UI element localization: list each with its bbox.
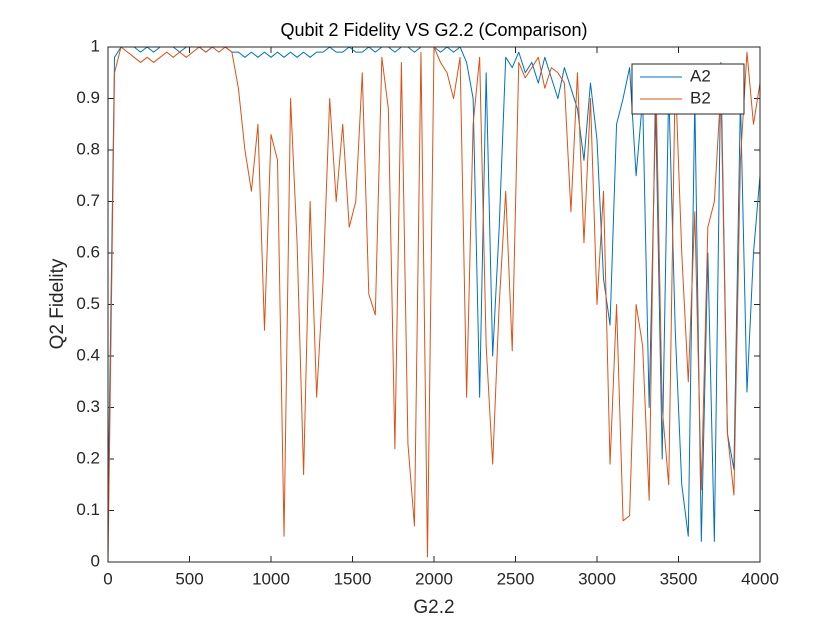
- x-tick-label: 4000: [741, 569, 779, 588]
- x-tick-label: 500: [175, 569, 203, 588]
- x-tick-label: 3500: [660, 569, 698, 588]
- y-tick-label: 0.2: [76, 448, 100, 467]
- x-axis-label: G2.2: [413, 597, 454, 618]
- y-tick-label: 0.1: [76, 500, 100, 519]
- y-tick-label: 0.9: [76, 88, 100, 107]
- x-tick-label: 0: [103, 569, 112, 588]
- y-axis-label: Q2 Fidelity: [47, 258, 68, 349]
- y-tick-label: 0.7: [76, 191, 100, 210]
- x-tick-label: 2000: [415, 569, 453, 588]
- axes-box: [107, 46, 761, 563]
- x-tick-label: 2500: [497, 569, 535, 588]
- y-tick-label: 0.5: [76, 294, 100, 313]
- x-tick-label: 3000: [578, 569, 616, 588]
- y-tick-label: 0.4: [76, 345, 100, 364]
- x-tick-label: 1500: [334, 569, 372, 588]
- chart-title: Qubit 2 Fidelity VS G2.2 (Comparison): [280, 20, 587, 40]
- legend-label: B2: [690, 88, 711, 107]
- legend-box: [631, 63, 745, 115]
- legend-label: A2: [690, 66, 711, 85]
- x-tick-label: 1000: [252, 569, 290, 588]
- y-tick-label: 0.6: [76, 242, 100, 261]
- y-tick-label: 0.3: [76, 397, 100, 416]
- y-tick-label: 0.8: [76, 139, 100, 158]
- y-tick-label: 1: [91, 36, 100, 55]
- plot-area: [108, 47, 760, 562]
- y-tick-label: 0: [91, 551, 100, 570]
